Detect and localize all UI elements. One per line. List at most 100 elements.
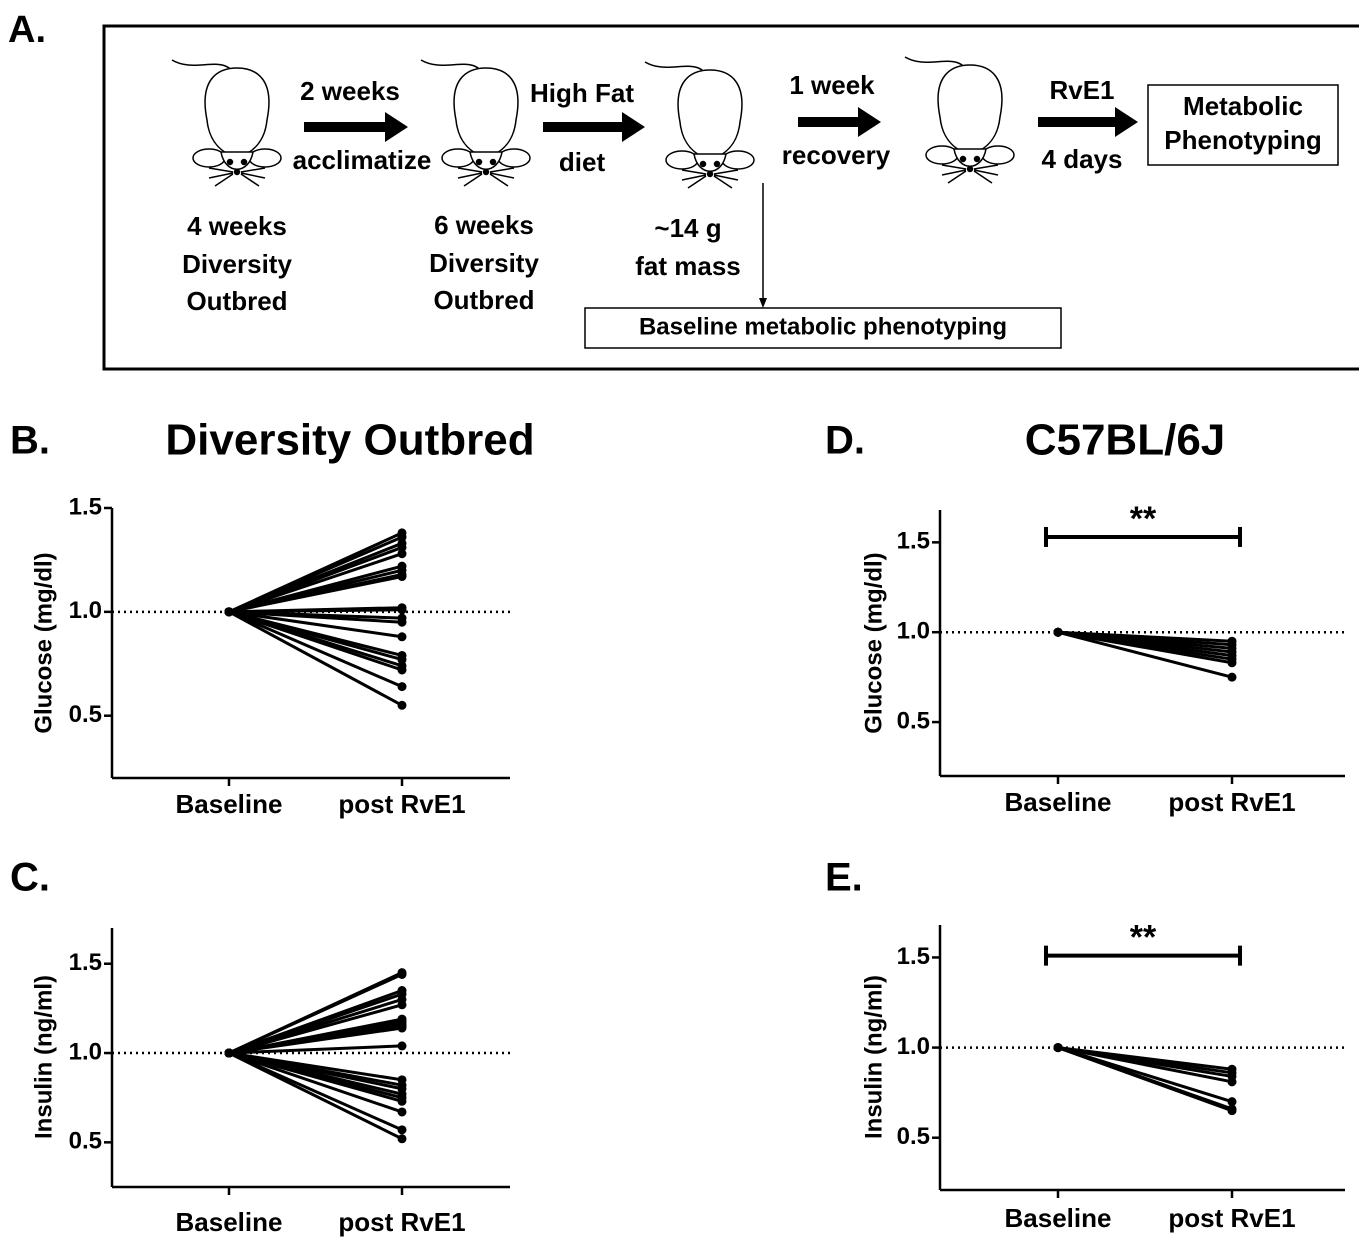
subject-line [1057, 630, 1233, 679]
arrow-label: recovery [782, 140, 891, 170]
x-tick-label: post RvE1 [338, 789, 465, 819]
x-tick-label: Baseline [1005, 1203, 1112, 1233]
point [224, 607, 234, 617]
mouse [420, 59, 531, 187]
point [397, 549, 407, 559]
subject-line [228, 1051, 403, 1141]
significance-label: ** [1130, 500, 1157, 538]
subject-line [228, 610, 403, 639]
arrows [304, 107, 1138, 308]
caption: 4 weeks [187, 211, 287, 241]
point [397, 572, 407, 582]
point [224, 1048, 234, 1058]
caption: fat mass [635, 251, 741, 281]
y-tick-label: 1.5 [69, 949, 102, 976]
y-axis-label: Glucose (mg/dl) [30, 552, 57, 733]
arrow-label: acclimatize [293, 145, 432, 175]
subject-line [228, 973, 403, 1055]
arrow-label: 4 days [1042, 144, 1123, 174]
y-axis-label: Insulin (ng/ml) [860, 975, 887, 1139]
x-tick-label: post RvE1 [1168, 1203, 1295, 1233]
point [397, 632, 407, 642]
caption: 6 weeks [434, 210, 534, 240]
subject-line [228, 1003, 403, 1055]
y-axis-label: Glucose (mg/dl) [860, 552, 887, 733]
x-tick-label: Baseline [1005, 787, 1112, 817]
panel-label: D. [825, 419, 865, 463]
x-tick-label: post RvE1 [338, 1207, 465, 1237]
mouse [904, 56, 1015, 184]
panel-label: E. [825, 856, 863, 900]
box-label: Metabolic [1183, 91, 1303, 121]
subject-line [228, 1051, 403, 1114]
subject-line [1057, 630, 1233, 665]
point [1227, 658, 1237, 668]
point [397, 1107, 407, 1117]
point [397, 1023, 407, 1033]
subject-line [1057, 1046, 1233, 1113]
caption: Outbred [186, 286, 287, 316]
y-tick-label: 0.5 [69, 1128, 102, 1155]
point [397, 682, 407, 692]
point [397, 605, 407, 615]
box [584, 307, 1062, 349]
point [397, 700, 407, 710]
subject-line [1057, 1046, 1233, 1084]
arrow-label: RvE1 [1049, 75, 1114, 105]
y-tick-label: 1.0 [897, 1033, 930, 1060]
y-tick-label: 1.5 [897, 943, 930, 970]
point [397, 532, 407, 542]
x-tick-label: Baseline [176, 1207, 283, 1237]
y-tick-label: 1.0 [69, 597, 102, 624]
caption: Diversity [182, 249, 292, 279]
y-tick-label: 0.5 [69, 701, 102, 728]
subject-line [228, 1044, 403, 1055]
arrow-label: 1 week [789, 70, 875, 100]
box [1147, 84, 1339, 166]
point [397, 1000, 407, 1010]
y-tick-label: 0.5 [897, 707, 930, 734]
caption: Outbred [433, 285, 534, 315]
diagram: A. 2 weeks acclimatize High Fat diet 1 w… [8, 9, 1359, 371]
point [1227, 672, 1237, 682]
mouse [171, 59, 282, 187]
point [1227, 1077, 1237, 1087]
arrow-label: diet [559, 147, 606, 177]
point [397, 1096, 407, 1106]
subject-line [228, 610, 403, 624]
significance-label: ** [1130, 919, 1157, 957]
x-tick-label: Baseline [176, 789, 283, 819]
point [397, 655, 407, 665]
y-axis-label: Insulin (ng/ml) [30, 975, 57, 1139]
point [397, 665, 407, 675]
subject-line [228, 610, 403, 707]
box-label: Baseline metabolic phenotyping [639, 313, 1007, 340]
x-tick-label: post RvE1 [1168, 787, 1295, 817]
panel-label: A. [8, 9, 46, 51]
mouse [644, 61, 755, 189]
y-tick-label: 1.5 [69, 493, 102, 520]
y-tick-label: 1.0 [69, 1038, 102, 1065]
point [397, 969, 407, 979]
chart-title: Diversity Outbred [165, 416, 534, 465]
point [397, 1125, 407, 1135]
subject-line [228, 1051, 403, 1103]
frame [102, 24, 1359, 371]
panel-label: B. [10, 419, 50, 463]
point [397, 1041, 407, 1051]
panel-label: C. [10, 856, 50, 900]
point [397, 542, 407, 552]
subject-line [228, 575, 403, 614]
point [1227, 1097, 1237, 1107]
caption: Diversity [429, 248, 539, 278]
arrow-label: High Fat [530, 78, 634, 108]
caption: ~14 g [654, 213, 721, 243]
point [1053, 1043, 1063, 1053]
y-tick-label: 1.5 [897, 528, 930, 555]
chart-title: C57BL/6J [1025, 416, 1226, 465]
y-tick-label: 1.0 [897, 618, 930, 645]
point [1227, 1106, 1237, 1116]
box-label: Phenotyping [1164, 125, 1321, 155]
subject-line [228, 552, 403, 614]
